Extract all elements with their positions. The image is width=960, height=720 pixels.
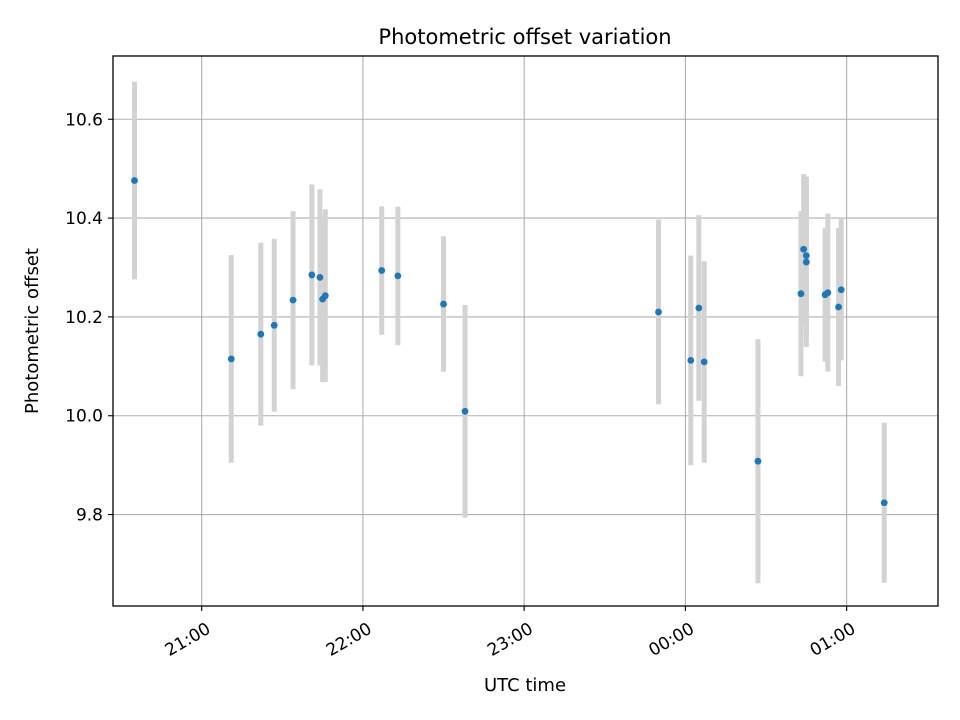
data-point bbox=[257, 330, 265, 338]
data-point bbox=[227, 355, 235, 363]
y-tick-label: 9.8 bbox=[76, 506, 103, 526]
y-axis-label: Photometric offset bbox=[22, 248, 43, 414]
data-points bbox=[131, 177, 888, 507]
data-point bbox=[270, 321, 278, 329]
axes-frame bbox=[112, 55, 939, 607]
data-point bbox=[131, 177, 138, 184]
data-point bbox=[308, 271, 316, 279]
data-point bbox=[835, 303, 842, 311]
data-point bbox=[797, 290, 805, 298]
data-point bbox=[824, 289, 832, 297]
data-point bbox=[394, 272, 402, 280]
data-point bbox=[655, 308, 662, 316]
y-axis-ticks: 9.8 10.0 10.2 10.4 10.6 bbox=[65, 110, 113, 526]
data-point bbox=[837, 286, 845, 294]
y-tick-label: 10.6 bbox=[65, 110, 103, 130]
data-point bbox=[800, 245, 808, 253]
x-axis-label: UTC time bbox=[484, 675, 566, 696]
data-point bbox=[289, 296, 297, 304]
y-tick-label: 10.4 bbox=[65, 209, 103, 229]
data-point bbox=[321, 292, 329, 300]
data-point bbox=[700, 358, 708, 366]
data-point bbox=[461, 407, 469, 415]
data-point bbox=[880, 499, 888, 507]
data-point bbox=[802, 252, 810, 260]
data-point bbox=[695, 304, 703, 312]
data-point bbox=[378, 267, 386, 274]
data-point bbox=[754, 457, 762, 465]
y-tick-label: 10.2 bbox=[65, 308, 103, 328]
data-point bbox=[440, 300, 447, 308]
data-point bbox=[802, 258, 810, 266]
data-point bbox=[316, 273, 324, 281]
y-tick-label: 10.0 bbox=[65, 407, 103, 427]
data-point bbox=[687, 357, 695, 364]
chart-title: Photometric offset variation bbox=[378, 25, 671, 49]
